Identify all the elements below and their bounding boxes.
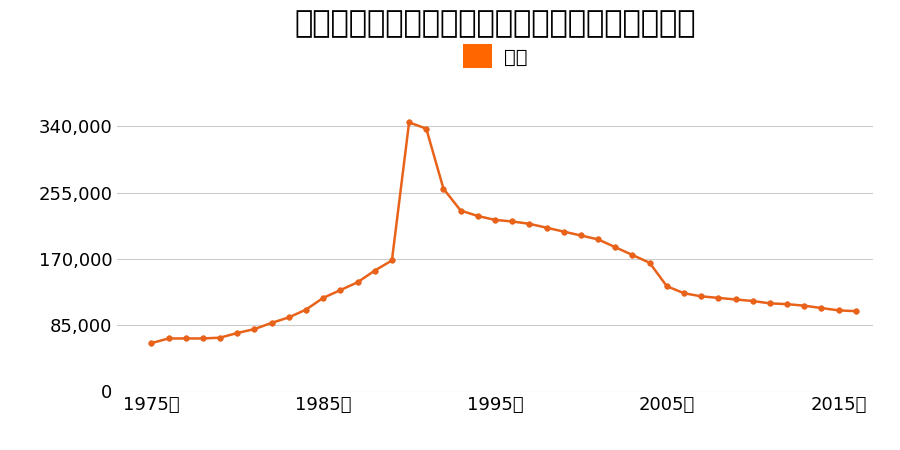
Legend: 価格: 価格 <box>463 45 527 68</box>
Title: 大阪府交野市大字私市２０７０番２７の地価推移: 大阪府交野市大字私市２０７０番２７の地価推移 <box>294 9 696 38</box>
